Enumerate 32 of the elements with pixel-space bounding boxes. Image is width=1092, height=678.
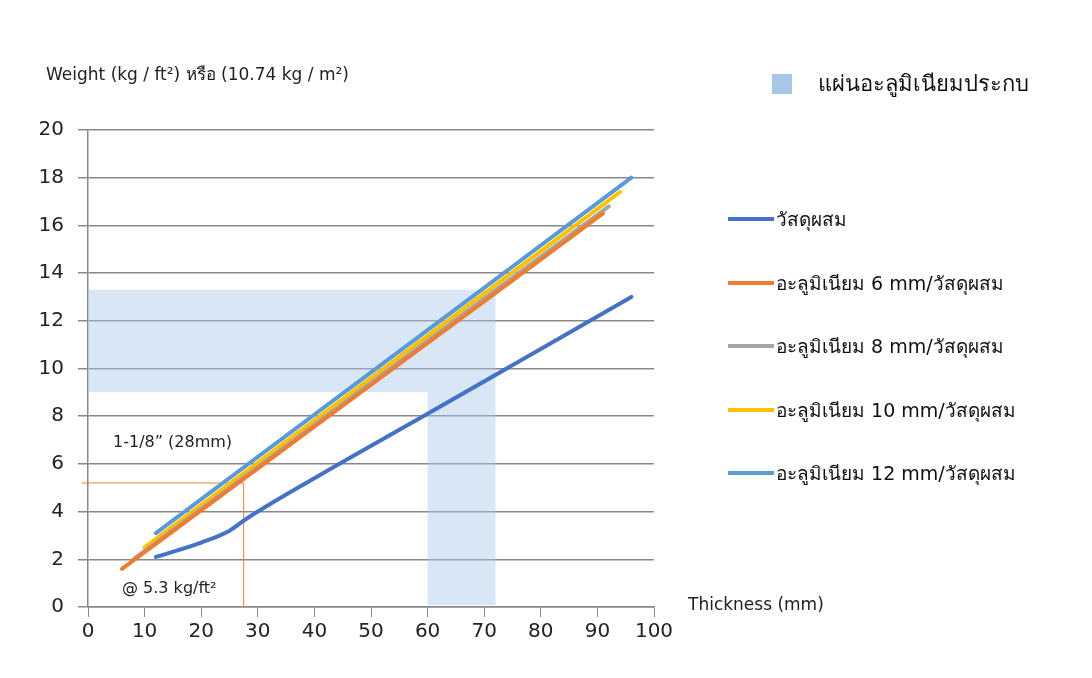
x-tick-label: 60 xyxy=(414,618,441,643)
legend-label: อะลูมิเนียม 10 mm/วัสดุผสม xyxy=(776,397,1016,424)
y-axis-title: Weight (kg / ft²) หรือ (10.74 kg / m²) xyxy=(46,63,349,86)
x-tick-label: 10 xyxy=(131,618,158,643)
x-tick-label: 70 xyxy=(471,618,497,643)
x-tick-label: 20 xyxy=(188,618,214,643)
y-tick-label: 16 xyxy=(38,211,64,236)
y-tick-label: 6 xyxy=(51,450,64,475)
annotation: 1-1/8” (28mm) xyxy=(113,432,233,451)
y-tick-label: 4 xyxy=(51,497,64,522)
x-tick-label: 40 xyxy=(301,618,328,643)
x-axis-title: Thickness (mm) xyxy=(688,594,824,614)
legend-label: แผ่นอะลูมิเนียมประกบ xyxy=(818,70,1029,99)
x-tick-label: 30 xyxy=(245,618,271,643)
y-tick-label: 10 xyxy=(38,354,64,379)
annotation: @ 5.3 kg/ft² xyxy=(122,578,217,597)
x-tick-label: 90 xyxy=(584,618,611,643)
x-tick-label: 80 xyxy=(528,618,554,643)
legend-label: วัสดุผสม xyxy=(776,207,847,233)
y-tick-label: 18 xyxy=(38,163,64,188)
legend-label: อะลูมิเนียม 6 mm/วัสดุผสม xyxy=(776,270,1004,297)
legend-label: อะลูมิเนียม 12 mm/วัสดุผสม xyxy=(776,461,1016,487)
y-tick-label: 8 xyxy=(51,402,64,427)
x-tick-label: 50 xyxy=(358,618,384,643)
y-tick-label: 20 xyxy=(38,116,64,141)
y-tick-label: 2 xyxy=(51,545,64,570)
y-tick-label: 12 xyxy=(38,307,64,331)
x-tick-label: 100 xyxy=(634,618,674,643)
y-tick-label: 14 xyxy=(38,259,64,284)
y-tick-label: 0 xyxy=(51,593,64,618)
legend-label: อะลูมิเนียม 8 mm/วัสดุผสม xyxy=(776,334,1004,360)
x-tick-label: 0 xyxy=(81,618,95,643)
